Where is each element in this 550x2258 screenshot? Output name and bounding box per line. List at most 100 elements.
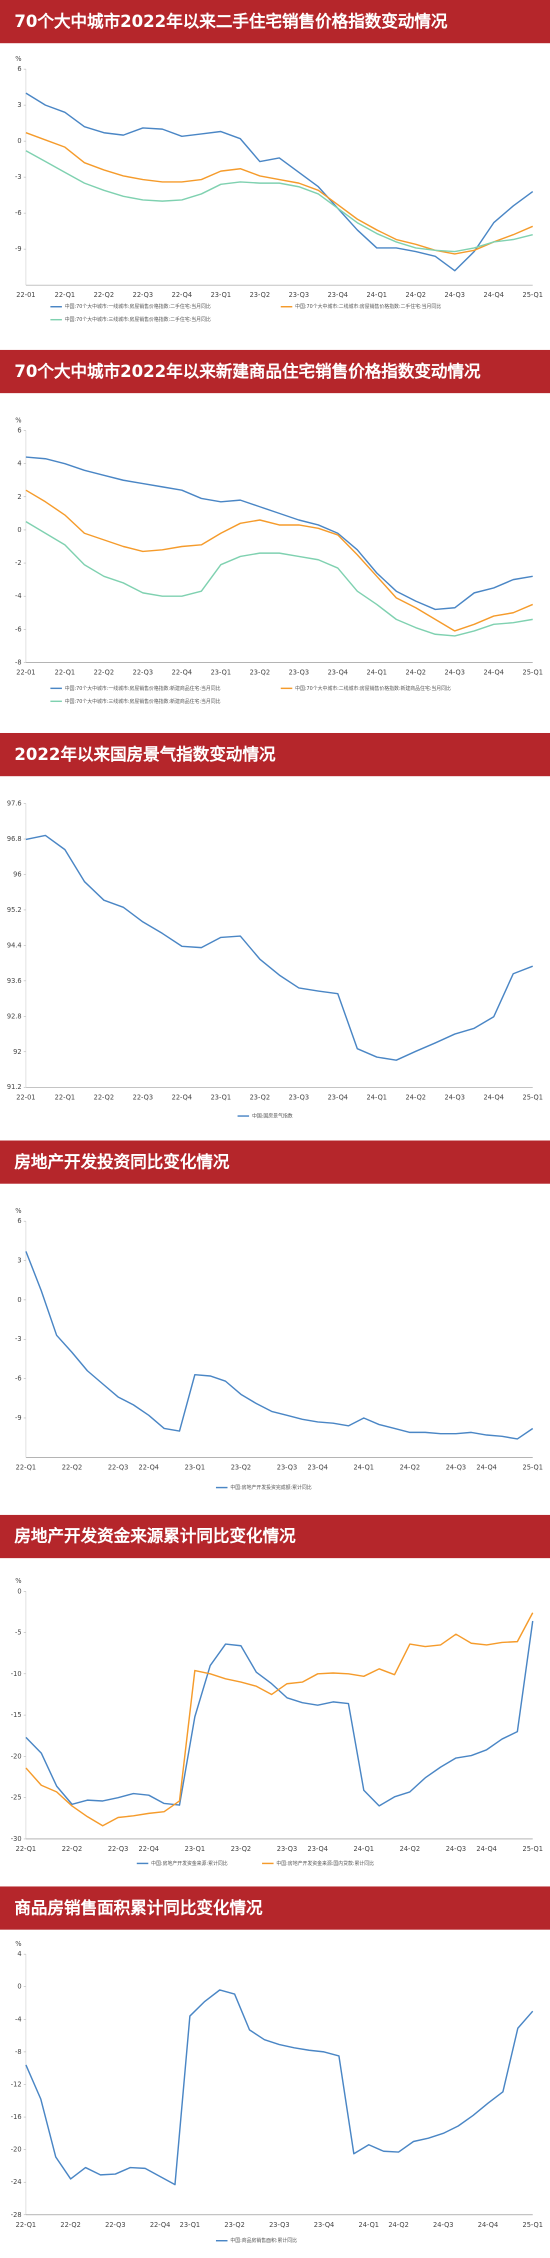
x-tick-label: 24-Q4 — [484, 1093, 504, 1101]
x-tick-label: 24-Q3 — [445, 669, 465, 677]
legend-label: 中国:70个大中城市:一线城市:房屋销售价格指数:新建商品住宅:当月同比 — [65, 685, 221, 692]
x-tick-label: 22-Q2 — [62, 1463, 82, 1471]
header-bar — [0, 732, 550, 777]
x-tick-label: 22-Q4 — [139, 1463, 159, 1471]
x-tick-label: 24-Q2 — [406, 291, 426, 299]
legend-label: 中国:70个大中城市:三线城市:房屋销售价格指数:新建商品住宅:当月同比 — [65, 698, 221, 705]
x-tick-label: 24-Q1 — [367, 291, 387, 299]
legend-label: 中国:70个大中城市:二线城市:房屋销售价格指数:二手住宅:当月同比 — [295, 303, 441, 310]
x-tick-label: 22-Q4 — [172, 291, 192, 299]
unit-label: % — [15, 55, 21, 63]
series-line — [25, 1620, 534, 1807]
y-tick-label: 92.8 — [7, 1012, 22, 1020]
legend-label: 中国:房地产开发投资完成额:累计同比 — [230, 1484, 311, 1491]
chart-title: 70个大中城市2022年以来新建商品住宅销售价格指数变动情况 — [14, 361, 481, 381]
y-tick-label: -30 — [11, 1835, 22, 1843]
x-tick-label: 23-Q3 — [289, 669, 309, 677]
unit-label: % — [15, 1207, 21, 1215]
legend-label: 中国:房地产开发资金来源:国内贷款:累计同比 — [276, 1860, 374, 1867]
y-tick-label: -20 — [11, 1752, 22, 1760]
x-tick-label: 23-Q3 — [269, 2221, 289, 2229]
x-tick-label: 22-Q3 — [133, 669, 153, 677]
y-tick-label: -25 — [11, 1794, 22, 1802]
x-tick-label: 23-Q3 — [289, 291, 309, 299]
y-tick-label: -9 — [15, 245, 22, 253]
series-line — [25, 834, 533, 1061]
x-tick-label: 24-Q4 — [476, 1463, 496, 1471]
x-tick-label: 24-Q3 — [446, 1463, 466, 1471]
x-tick-label: 23-Q4 — [314, 2221, 334, 2229]
header-bar — [0, 1514, 550, 1559]
y-tick-label: -6 — [15, 209, 22, 217]
x-tick-label: 22-Q1 — [16, 2221, 36, 2229]
y-tick-label: 91.2 — [7, 1083, 22, 1091]
x-tick-label: 24-Q1 — [367, 1093, 387, 1101]
y-tick-label: 92 — [13, 1048, 21, 1056]
series-line — [25, 1989, 534, 2186]
x-tick-label: 22-Q1 — [55, 1093, 75, 1101]
y-tick-label: 6 — [17, 1217, 21, 1225]
y-tick-label: -6 — [15, 1375, 22, 1383]
series-line — [25, 1612, 534, 1827]
x-tick-label: 23-Q4 — [328, 1093, 348, 1101]
x-tick-label: 25-Q1 — [522, 1093, 542, 1101]
x-tick-label: 22-Q2 — [62, 1845, 82, 1853]
chart-title: 2022年以来国房景气指数变动情况 — [14, 744, 276, 764]
x-tick-label: 24-Q3 — [445, 291, 465, 299]
unit-label: % — [15, 416, 21, 424]
legend-label: 中国:国房景气指数 — [252, 1113, 293, 1120]
x-tick-label: 23-Q2 — [250, 291, 270, 299]
x-tick-label: 24-Q4 — [484, 291, 504, 299]
x-tick-label: 22-Q1 — [16, 1463, 36, 1471]
chart-title: 70个大中城市2022年以来二手住宅销售价格指数变动情况 — [14, 11, 448, 31]
x-tick-label: 23-Q3 — [277, 1463, 297, 1471]
y-tick-label: 97.6 — [7, 800, 22, 808]
x-tick-label: 22-Q2 — [94, 291, 114, 299]
x-tick-label: 22-Q3 — [133, 1093, 153, 1101]
x-tick-label: 22-01 — [16, 291, 35, 299]
x-tick-label: 22-Q4 — [172, 1093, 192, 1101]
series-line — [25, 1251, 534, 1440]
header-bar — [0, 1886, 550, 1930]
x-tick-label: 23-Q2 — [250, 669, 270, 677]
legend-label: 中国:70个大中城市:一线城市:房屋销售价格指数:二手住宅:当月同比 — [65, 303, 211, 310]
y-tick-label: -8 — [15, 658, 22, 666]
x-tick-label: 23-Q2 — [231, 1463, 251, 1471]
series-line — [25, 92, 534, 272]
y-tick-label: -12 — [11, 2080, 22, 2088]
x-tick-label: 24-Q4 — [484, 669, 504, 677]
x-tick-label: 22-Q3 — [105, 2221, 125, 2229]
header-bar — [0, 0, 550, 44]
y-tick-label: -8 — [15, 2048, 22, 2056]
x-tick-label: 24-Q4 — [476, 1845, 496, 1853]
y-tick-label: -6 — [15, 625, 22, 633]
y-tick-label: 3 — [17, 1257, 21, 1265]
y-tick-label: -10 — [11, 1670, 22, 1678]
x-tick-label: 25-Q1 — [522, 1463, 542, 1471]
x-tick-label: 23-Q2 — [250, 1093, 270, 1101]
x-tick-label: 22-Q4 — [172, 669, 192, 677]
x-tick-label: 24-Q1 — [367, 669, 387, 677]
y-tick-label: 93.6 — [7, 977, 22, 985]
y-tick-label: 95.2 — [7, 906, 22, 914]
series-line — [25, 456, 533, 611]
y-tick-label: -16 — [11, 2113, 22, 2121]
x-tick-label: 24-Q3 — [446, 1845, 466, 1853]
y-tick-label: 96.8 — [7, 835, 22, 843]
x-tick-label: 23-Q3 — [277, 1845, 297, 1853]
x-tick-label: 23-Q1 — [185, 1463, 205, 1471]
x-tick-label: 24-Q4 — [478, 2221, 498, 2229]
x-tick-label: 24-Q1 — [354, 1463, 374, 1471]
x-tick-label: 23-Q1 — [180, 2221, 200, 2229]
x-tick-label: 24-Q2 — [400, 1845, 420, 1853]
x-tick-label: 25-Q1 — [522, 2221, 542, 2229]
x-tick-label: 23-Q4 — [328, 291, 348, 299]
header-bar — [0, 1140, 550, 1184]
x-tick-label: 22-Q1 — [55, 291, 75, 299]
y-tick-label: -9 — [15, 1414, 22, 1422]
legend-label: 中国:商品房销售面积:累计同比 — [230, 2237, 297, 2244]
legend-label: 中国:70个大中城市:三线城市:房屋销售价格指数:二手住宅:当月同比 — [65, 316, 211, 323]
y-tick-label: 0 — [17, 526, 21, 534]
x-tick-label: 22-Q2 — [94, 1093, 114, 1101]
